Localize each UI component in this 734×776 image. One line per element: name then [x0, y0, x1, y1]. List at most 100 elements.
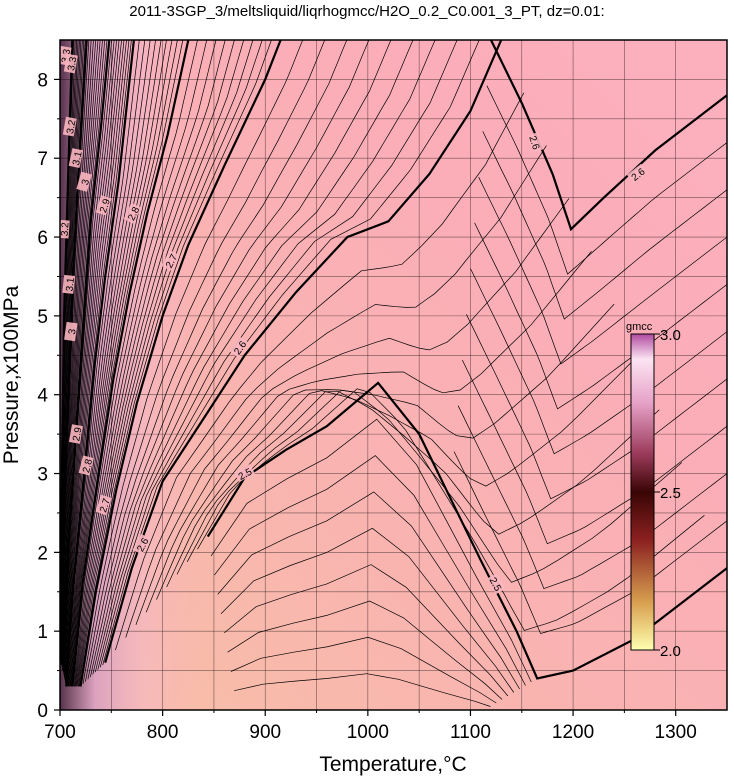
contour-line-minor [227, 600, 503, 700]
contour-line-2.8 [71, 40, 190, 687]
y-tick-label: 4 [37, 386, 48, 407]
contour-label-text: 3.2 [65, 119, 78, 135]
contour-line-minor [99, 40, 458, 668]
contour-label-text: 2.9 [71, 426, 84, 442]
contour-line-minor [65, 40, 130, 684]
contour-label: 3 [64, 321, 79, 342]
contour-label-text: 3 [67, 328, 79, 335]
contour-line-minor [82, 40, 304, 685]
contour-line-minor [482, 131, 727, 320]
contour-line-2.6 [490, 40, 727, 232]
contour-line-minor [135, 198, 570, 626]
contour-label-bg [62, 116, 77, 137]
x-tick-label: 1300 [655, 722, 697, 743]
contour-label: 3.2 [62, 116, 78, 137]
major-contours [60, 40, 727, 687]
contour-label-bg [68, 424, 83, 444]
contour-line-minor [63, 40, 117, 676]
contour-label-bg [95, 195, 112, 216]
contour-label: 2.9 [95, 195, 113, 216]
contour-line-minor [74, 40, 217, 687]
contour-label: 2.8 [78, 455, 95, 476]
contour-line-minor [72, 40, 198, 687]
contour-line-minor [224, 564, 509, 697]
contour-line-minor [92, 40, 392, 675]
contour-label: 3 [76, 171, 92, 192]
contour-label-bg [123, 202, 142, 224]
contour-line-minor [115, 92, 525, 651]
contour-label-text: 2.9 [98, 197, 113, 214]
contour-line-minor [67, 40, 151, 687]
contour-line-minor [68, 40, 162, 687]
colorbar-title: gmcc [626, 321, 653, 333]
contour-label: 3.1 [68, 148, 85, 169]
contour-line-minor [87, 40, 348, 680]
contour-label-text: 2.6 [526, 135, 541, 152]
contour-label-bg [64, 321, 78, 342]
contour-label-bg [527, 132, 544, 153]
contour-line-minor [70, 40, 178, 687]
colorbar-tick-label: 2.0 [660, 643, 681, 660]
contour-line-2.9 [65, 40, 135, 687]
contour-label-text: 3.2 [60, 222, 72, 237]
contour-label-bg [62, 274, 76, 294]
contour-line-2.7 [79, 40, 282, 687]
colorbar-ticks: 2.0 2.5 3.0 [654, 327, 681, 660]
y-tick-label: 0 [37, 701, 48, 722]
contour-label-bg [233, 463, 255, 483]
y-tick-label: 3 [37, 465, 48, 486]
contour-line-minor [78, 40, 263, 687]
contour-line-minor [64, 40, 127, 682]
contour-line-minor [68, 40, 156, 687]
contour-line-minor [63, 40, 115, 674]
plot-area: 2.52.52.62.62.62.62.72.72.82.82.92.9333.… [60, 40, 727, 710]
contour-line-minor [186, 389, 683, 583]
contour-line-2.6 [104, 40, 503, 663]
contour-label-bg [68, 148, 84, 169]
contour-label: 3.1 [62, 274, 77, 294]
contour-label: 2.7 [95, 494, 113, 516]
colorbar: gmcc 2.0 2.5 3.0 [626, 321, 681, 660]
contour-label: 2.9 [68, 424, 85, 444]
contour-label-bg [626, 163, 648, 184]
contour-line-minor [61, 40, 101, 668]
y-tick-label: 6 [37, 228, 48, 249]
contour-line-minor [102, 40, 480, 666]
contour-line-minor [76, 40, 235, 687]
y-tick-label: 1 [37, 622, 48, 643]
contour-labels: 2.52.52.62.62.62.62.72.72.82.82.92.9333.… [60, 45, 648, 595]
contour-line-minor [125, 145, 547, 638]
contour-line-minor [156, 303, 615, 600]
contour-line-minor [197, 388, 705, 631]
contour-label-bg [132, 533, 151, 555]
contour-line-minor [94, 40, 414, 673]
plot-frame [59, 39, 728, 711]
contour-line-minor [486, 85, 727, 275]
x-tick-label: 700 [44, 722, 76, 743]
x-axis-label: Temperature,°C [319, 753, 466, 776]
x-tick-label: 1100 [450, 722, 491, 743]
contour-line-minor [69, 40, 167, 687]
y-tick-label: 8 [37, 70, 48, 91]
colorbar-scale [630, 333, 655, 651]
contour-line-minor [64, 40, 125, 681]
contour-line-minor [97, 40, 436, 670]
y-axis-label: Pressure,x100MPa [0, 285, 23, 464]
contour-label-text: 2.8 [81, 457, 95, 474]
contour-line-minor [73, 40, 208, 687]
x-tick-label: 800 [147, 722, 179, 743]
contour-line-minor [234, 673, 491, 707]
contour-label-text: 3.3 [66, 56, 79, 72]
contour-label-bg [78, 455, 94, 476]
contour-line-minor [79, 40, 272, 687]
contour-line-minor [77, 40, 254, 687]
contour-label-text: 3.1 [71, 150, 85, 166]
contour-label-text: 3 [80, 178, 92, 187]
x-tick-label: 1200 [552, 722, 594, 743]
y-tick-label: 5 [37, 307, 48, 328]
contour-line-minor [63, 40, 120, 677]
contour-line-minor [76, 40, 245, 687]
contour-line-minor [478, 177, 727, 365]
contour-label-bg [95, 494, 112, 516]
